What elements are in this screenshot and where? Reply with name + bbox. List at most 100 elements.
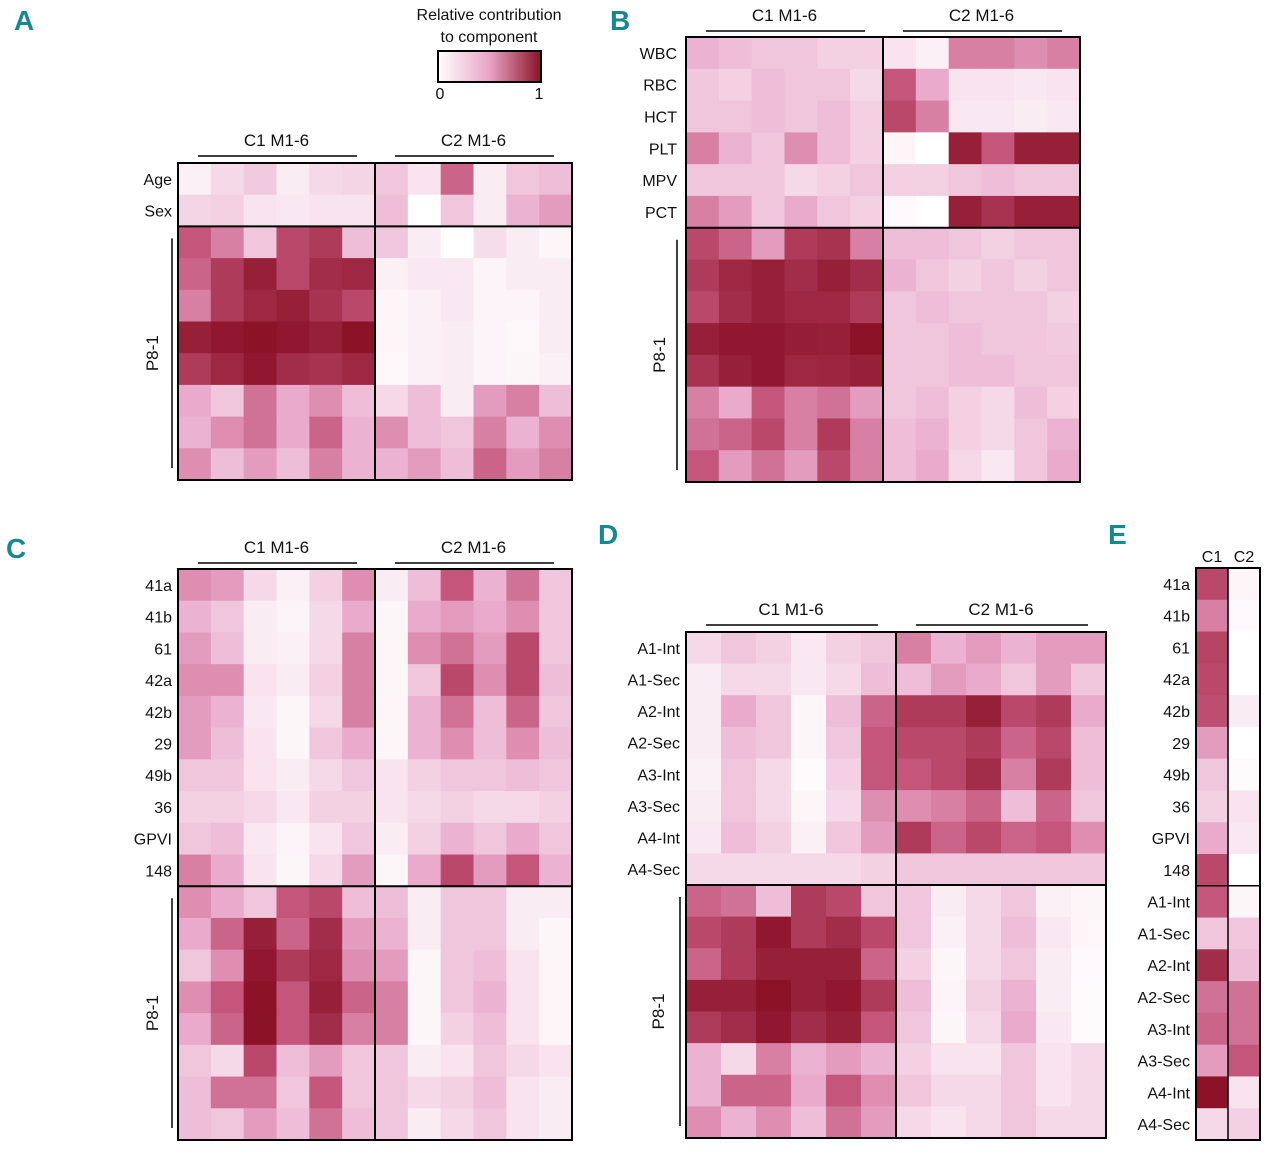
heatmap-cell — [243, 258, 278, 291]
heatmap-cell — [473, 569, 507, 602]
heatmap-cell — [861, 1106, 897, 1139]
heatmap-cell — [342, 917, 376, 951]
heatmap-cell — [850, 132, 884, 165]
heatmap-cell — [309, 353, 343, 386]
row-label: A2-Int — [1147, 958, 1190, 975]
heatmap-cell — [718, 100, 753, 133]
heatmap-cell — [915, 450, 950, 483]
heatmap-cell — [178, 791, 212, 824]
heatmap-cell — [1047, 418, 1081, 451]
heatmap-cell — [506, 384, 540, 418]
heatmap-cell — [915, 164, 950, 197]
heatmap-cell — [756, 916, 792, 949]
heatmap-cell — [1036, 632, 1072, 665]
row-label: HCT — [644, 110, 677, 127]
heatmap-cell — [1036, 821, 1072, 854]
heatmap-cell — [981, 164, 1015, 197]
heatmap-cell — [686, 885, 722, 918]
heatmap-cell — [440, 321, 475, 354]
heatmap-cell — [966, 916, 1002, 949]
heatmap-cell — [375, 321, 409, 354]
heatmap-cell — [276, 600, 310, 634]
heatmap-cell — [791, 790, 827, 823]
heatmap-cell — [981, 259, 1015, 292]
heatmap-cell — [784, 37, 818, 70]
heatmap-cell — [784, 450, 818, 483]
row-label: 29 — [154, 737, 172, 754]
heatmap-cell — [981, 195, 1015, 229]
heatmap-cell — [686, 354, 720, 388]
heatmap-cell — [276, 759, 310, 792]
heatmap-cell — [342, 695, 376, 729]
heatmap-cell — [1036, 1011, 1072, 1044]
heatmap-cell — [948, 418, 983, 451]
heatmap-cell — [309, 600, 343, 634]
heatmap-cell — [756, 885, 792, 918]
heatmap-cell — [1001, 948, 1037, 981]
heatmap-cell — [440, 448, 475, 481]
heatmap-cell — [539, 600, 573, 634]
heatmap-cell — [1036, 948, 1072, 981]
heatmap-cell — [686, 758, 722, 791]
heatmap-cell — [243, 163, 278, 196]
heatmap-cell — [473, 854, 507, 887]
heatmap-cell — [850, 164, 884, 197]
heatmap-cell — [276, 1108, 310, 1141]
heatmap-cell — [861, 726, 897, 760]
heatmap-cell — [1228, 726, 1261, 760]
heatmap-cell — [309, 569, 343, 602]
heatmap-cell — [178, 664, 212, 697]
heatmap-cell — [375, 384, 409, 418]
heatmap-cell — [861, 885, 897, 918]
heatmap-cell — [375, 727, 409, 760]
heatmap-cell — [506, 258, 540, 291]
heatmap-cell — [756, 632, 792, 665]
row-label: A4-Int — [637, 831, 680, 848]
heatmap-cell — [407, 791, 442, 824]
heatmap-cell — [896, 948, 932, 981]
heatmap-cell — [784, 418, 818, 451]
heatmap-cell — [407, 226, 442, 259]
heatmap-cell — [721, 758, 757, 791]
heatmap-cell — [850, 450, 884, 483]
heatmap-cell — [375, 695, 409, 729]
heatmap-cell — [178, 289, 212, 323]
heatmap-cell — [407, 949, 442, 982]
heatmap-cell — [1001, 695, 1037, 728]
heatmap-cell — [817, 323, 851, 356]
legend-title-line1: Relative contribution — [417, 7, 562, 24]
heatmap-cell — [948, 164, 983, 197]
row-label: 42a — [145, 673, 172, 690]
heatmap-cell — [686, 164, 720, 197]
heatmap-cell — [506, 727, 540, 760]
heatmap-cell — [178, 321, 212, 354]
heatmap-cell — [826, 853, 862, 886]
heatmap-cell — [1071, 979, 1107, 1013]
heatmap-cell — [1001, 663, 1037, 696]
heatmap-cell — [718, 259, 753, 292]
heatmap-cell — [931, 885, 967, 918]
heatmap-cell — [276, 949, 310, 982]
row-label: A4-Sec — [1138, 1117, 1190, 1134]
heatmap-cell — [243, 569, 278, 602]
heatmap-panel-c: C1 M1-6 C2 M1-6 41a 41b 61 42a 42b 29 49b 36 GPVI 1… — [134, 538, 573, 1141]
heatmap-cell — [210, 321, 245, 354]
row-label: A1-Sec — [1138, 926, 1190, 943]
heatmap-cell — [931, 979, 967, 1013]
heatmap-cell — [686, 726, 722, 760]
heatmap-cell — [756, 695, 792, 728]
heatmap-cell — [178, 1076, 212, 1109]
heatmap-cell — [473, 194, 507, 227]
heatmap-cell — [686, 1106, 722, 1139]
heatmap-cell — [539, 822, 573, 856]
heatmap-cell — [309, 416, 343, 449]
heatmap-cell — [1014, 259, 1048, 292]
heatmap-cell — [861, 821, 897, 854]
heatmap-cell — [276, 258, 310, 291]
heatmap-cell — [784, 195, 818, 229]
heatmap-cell — [243, 194, 278, 227]
heatmap-cell — [883, 259, 917, 292]
heatmap-cell — [896, 1074, 932, 1107]
heatmap-cell — [210, 695, 245, 729]
heatmap-cell — [1196, 981, 1229, 1014]
